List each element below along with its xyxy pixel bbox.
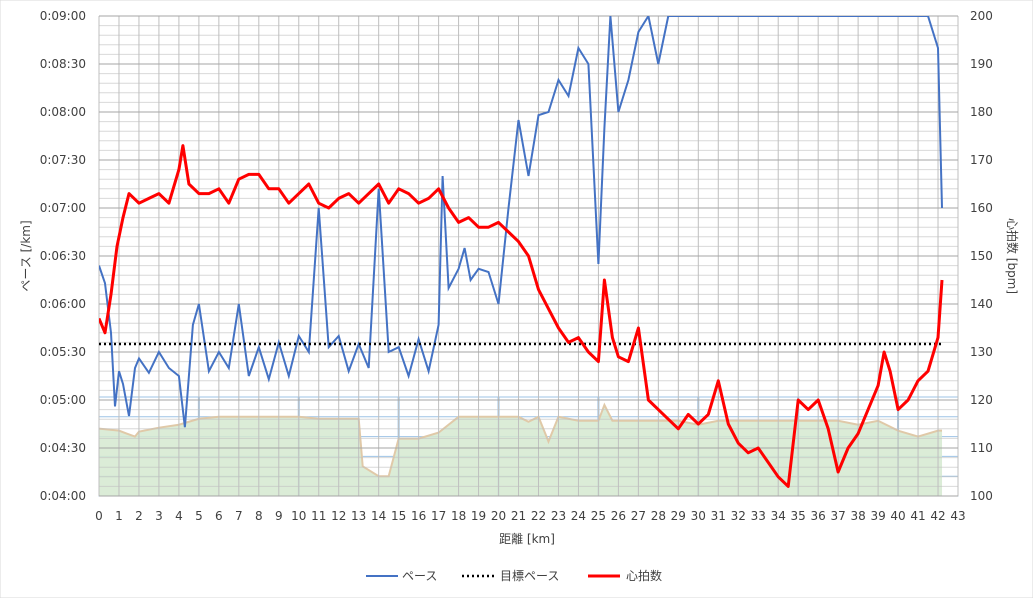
x-tick-label: 13 bbox=[351, 509, 366, 523]
y-right-tick-label: 110 bbox=[970, 441, 993, 455]
x-tick-label: 37 bbox=[830, 509, 845, 523]
x-tick-label: 39 bbox=[870, 509, 885, 523]
series bbox=[99, 16, 944, 488]
pace-series bbox=[99, 16, 943, 428]
axes: 0 1 2 3 4 5 6 7 8 9 10 11 12 13 14 15 16 17 18 19 20 21 22 23 24… bbox=[40, 9, 993, 523]
x-tick-label: 8 bbox=[255, 509, 263, 523]
x-tick-label: 7 bbox=[235, 509, 243, 523]
y-right-tick-label: 160 bbox=[970, 201, 993, 215]
y-left-tick-label: 0:07:30 bbox=[40, 153, 86, 167]
y-right-tick-label: 120 bbox=[970, 393, 993, 407]
x-tick-label: 2 bbox=[135, 509, 143, 523]
y-left-tick-label: 0:08:00 bbox=[40, 105, 86, 119]
y-axis-right-label: 心拍数 [bpm] bbox=[1005, 218, 1020, 294]
x-tick-label: 33 bbox=[751, 509, 766, 523]
x-tick-label: 21 bbox=[511, 509, 526, 523]
x-tick-label: 20 bbox=[491, 509, 506, 523]
x-tick-label: 10 bbox=[291, 509, 306, 523]
x-tick-label: 5 bbox=[195, 509, 203, 523]
y-right-tick-label: 100 bbox=[970, 489, 993, 503]
y-left-tick-label: 0:05:30 bbox=[40, 345, 86, 359]
y-left-tick-label: 0:04:00 bbox=[40, 489, 86, 503]
x-tick-label: 28 bbox=[651, 509, 666, 523]
x-tick-label: 6 bbox=[215, 509, 223, 523]
legend-hr-label: 心拍数 bbox=[626, 568, 662, 583]
x-tick-label: 34 bbox=[771, 509, 786, 523]
x-tick-label: 22 bbox=[531, 509, 546, 523]
y-left-tick-label: 0:06:00 bbox=[40, 297, 86, 311]
x-tick-label: 24 bbox=[571, 509, 586, 523]
elevation-inset bbox=[98, 396, 959, 497]
y-left-tick-label: 0:06:30 bbox=[40, 249, 86, 263]
x-tick-label: 15 bbox=[391, 509, 406, 523]
x-tick-label: 14 bbox=[371, 509, 386, 523]
x-tick-label: 9 bbox=[275, 509, 283, 523]
x-tick-label: 17 bbox=[431, 509, 446, 523]
legend: ペース 目標ペース 心拍数 bbox=[366, 568, 662, 583]
x-tick-label: 26 bbox=[611, 509, 626, 523]
x-tick-label: 29 bbox=[671, 509, 686, 523]
x-tick-label: 38 bbox=[850, 509, 865, 523]
x-tick-label: 3 bbox=[155, 509, 163, 523]
y-axis-left-label: ペース [/km] bbox=[19, 220, 33, 291]
y-right-tick-label: 150 bbox=[970, 249, 993, 263]
x-tick-label: 19 bbox=[471, 509, 486, 523]
legend-pace-label: ペース bbox=[402, 569, 437, 583]
legend-target-label: 目標ペース bbox=[500, 569, 559, 583]
x-tick-label: 42 bbox=[930, 509, 945, 523]
x-tick-label: 0 bbox=[95, 509, 103, 523]
y-left-tick-label: 0:08:30 bbox=[40, 57, 86, 71]
y-right-tick-label: 180 bbox=[970, 105, 993, 119]
x-tick-label: 43 bbox=[950, 509, 965, 523]
y-right-tick-label: 140 bbox=[970, 297, 993, 311]
x-tick-label: 32 bbox=[731, 509, 746, 523]
x-tick-label: 12 bbox=[331, 509, 346, 523]
x-tick-label: 36 bbox=[811, 509, 826, 523]
x-tick-label: 40 bbox=[890, 509, 905, 523]
x-tick-label: 23 bbox=[551, 509, 566, 523]
y-left-tick-label: 0:05:00 bbox=[40, 393, 86, 407]
x-tick-label: 35 bbox=[791, 509, 806, 523]
x-tick-label: 25 bbox=[591, 509, 606, 523]
x-tick-label: 1 bbox=[115, 509, 123, 523]
x-tick-label: 27 bbox=[631, 509, 646, 523]
y-left-tick-label: 0:07:00 bbox=[40, 201, 86, 215]
heart-rate-series bbox=[99, 144, 944, 488]
x-tick-label: 11 bbox=[311, 509, 326, 523]
y-right-tick-label: 170 bbox=[970, 153, 993, 167]
y-right-tick-label: 200 bbox=[970, 9, 993, 23]
x-tick-label: 41 bbox=[910, 509, 925, 523]
x-tick-label: 18 bbox=[451, 509, 466, 523]
x-tick-label: 16 bbox=[411, 509, 426, 523]
y-left-tick-label: 0:09:00 bbox=[40, 9, 86, 23]
x-axis-label: 距離 [km] bbox=[499, 532, 555, 546]
y-right-tick-label: 130 bbox=[970, 345, 993, 359]
y-left-tick-label: 0:04:30 bbox=[40, 441, 86, 455]
y-right-tick-label: 190 bbox=[970, 57, 993, 71]
x-tick-label: 31 bbox=[711, 509, 726, 523]
x-tick-label: 4 bbox=[175, 509, 183, 523]
x-tick-label: 30 bbox=[691, 509, 706, 523]
